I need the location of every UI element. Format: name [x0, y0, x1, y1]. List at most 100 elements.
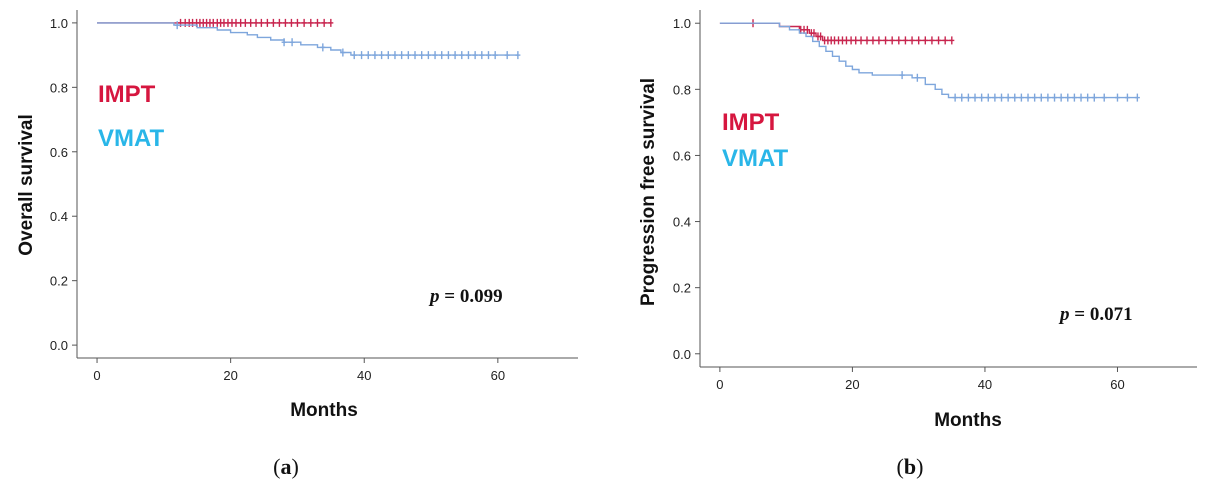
censor-mark-vmat: [412, 51, 418, 60]
censor-mark-vmat: [1078, 93, 1084, 102]
censor-mark-vmat: [952, 93, 958, 102]
x-tick-label: 20: [845, 377, 859, 392]
censor-mark-vmat: [452, 51, 458, 60]
censor-mark-vmat: [1091, 93, 1097, 102]
chart-panel-a: 0 20 40 60 0.0 0.2 0.4 0.6 0.8 1.0 Overall surviv…: [0, 0, 600, 483]
censor-mark-vmat: [340, 48, 346, 57]
y-tick-label: 0.8: [50, 80, 68, 95]
series-line-impt: [719, 22, 952, 42]
censor-mark-impt: [949, 36, 955, 45]
y-tick-label: 0.2: [673, 281, 691, 296]
censor-mark-impt: [248, 18, 254, 27]
censor-mark-vmat: [479, 51, 485, 60]
censor-mark-impt: [811, 29, 817, 38]
censor-mark-vmat: [359, 51, 365, 60]
censor-mark-vmat: [281, 38, 287, 47]
censor-mark-impt: [294, 18, 300, 27]
censor-mark-vmat: [419, 51, 425, 60]
censor-mark-vmat: [492, 51, 498, 60]
series-line-vmat: [719, 22, 1138, 99]
censor-mark-vmat: [515, 51, 521, 60]
p-value-label: p = 0.071: [1058, 304, 1133, 325]
p-value-symbol: p: [1058, 304, 1070, 325]
censor-mark-vmat: [1101, 93, 1107, 102]
x-axis-title: Months: [290, 400, 358, 421]
censor-mark-impt: [264, 18, 270, 27]
censor-mark-impt: [288, 18, 294, 27]
censor-mark-vmat: [1052, 93, 1058, 102]
y-tick-label: 0.2: [50, 274, 68, 289]
censor-mark-impt: [253, 18, 259, 27]
censor-mark-vmat: [899, 71, 905, 80]
censor-mark-vmat: [320, 43, 326, 52]
y-tick-label: 1.0: [673, 16, 691, 31]
panel-caption: (a): [273, 454, 299, 479]
censor-mark-impt: [858, 36, 864, 45]
legend-impt: IMPT: [722, 109, 780, 136]
censor-mark-vmat: [385, 51, 391, 60]
censor-mark-impt: [282, 18, 288, 27]
censor-mark-vmat: [1134, 93, 1140, 102]
y-tick-label: 0.0: [673, 347, 691, 362]
caption-letter: a: [281, 454, 292, 479]
censor-mark-vmat: [1018, 93, 1024, 102]
censor-mark-impt: [301, 18, 307, 27]
censor-mark-impt: [889, 36, 895, 45]
censor-mark-vmat: [439, 51, 445, 60]
y-tick-label: 0.8: [673, 82, 691, 97]
censor-mark-impt: [853, 36, 859, 45]
caption-close: ): [292, 454, 299, 479]
x-tick-label: 60: [1110, 377, 1124, 392]
y-tick-label: 0.0: [50, 338, 68, 353]
x-tick-label: 0: [93, 368, 100, 383]
censor-mark-impt: [870, 36, 876, 45]
overall-survival-chart: 0 20 40 60 0.0 0.2 0.4 0.6 0.8 1.0 Overall surviv…: [16, 10, 578, 479]
censor-mark-vmat: [485, 51, 491, 60]
censor-mark-impt: [258, 18, 264, 27]
censor-mark-vmat: [1085, 93, 1091, 102]
x-tick-label: 0: [716, 377, 723, 392]
censor-mark-vmat: [1038, 93, 1044, 102]
legend-vmat: VMAT: [98, 125, 165, 152]
censor-mark-impt: [922, 36, 928, 45]
censor-mark-vmat: [425, 51, 431, 60]
censor-mark-impt: [883, 36, 889, 45]
series-line-vmat: [97, 22, 518, 56]
y-tick-label: 0.4: [50, 209, 68, 224]
p-value-text: = 0.099: [440, 286, 503, 307]
x-tick-label: 40: [357, 368, 371, 383]
censor-mark-vmat: [174, 21, 180, 30]
censor-mark-impt: [270, 18, 276, 27]
censor-mark-impt: [818, 32, 824, 41]
censor-mark-impt: [804, 25, 810, 34]
censor-mark-impt: [896, 36, 902, 45]
censor-mark-vmat: [472, 51, 478, 60]
censor-mark-vmat: [1045, 93, 1051, 102]
progression-free-survival-chart: 0 20 40 60 0.0 0.2 0.4 0.6 0.8 1.0 Progression fr…: [638, 10, 1197, 479]
censor-mark-impt: [936, 36, 942, 45]
censor-mark-vmat: [289, 38, 295, 47]
censor-mark-vmat: [1058, 93, 1064, 102]
x-tick-label: 40: [978, 377, 992, 392]
legend-vmat: VMAT: [722, 145, 789, 172]
censor-mark-impt: [942, 36, 948, 45]
censor-mark-vmat: [979, 93, 985, 102]
censor-mark-impt: [308, 18, 314, 27]
y-tick-label: 1.0: [50, 16, 68, 31]
censor-mark-impt: [276, 18, 282, 27]
p-value-symbol: p: [428, 286, 440, 307]
censor-mark-vmat: [1012, 93, 1018, 102]
censor-mark-impt: [321, 18, 327, 27]
censor-mark-impt: [242, 18, 248, 27]
x-tick-label: 60: [491, 368, 505, 383]
censor-mark-impt: [864, 36, 870, 45]
censor-mark-impt: [929, 36, 935, 45]
chart-panel-b: 0 20 40 60 0.0 0.2 0.4 0.6 0.8 1.0 Progression fr…: [614, 0, 1214, 483]
y-tick-label: 0.4: [673, 215, 691, 230]
censor-mark-vmat: [999, 93, 1005, 102]
censor-mark-impt: [328, 18, 334, 27]
censor-mark-vmat: [445, 51, 451, 60]
caption-open: (: [897, 454, 904, 479]
censor-mark-vmat: [392, 51, 398, 60]
p-value-label: p = 0.099: [428, 286, 503, 307]
